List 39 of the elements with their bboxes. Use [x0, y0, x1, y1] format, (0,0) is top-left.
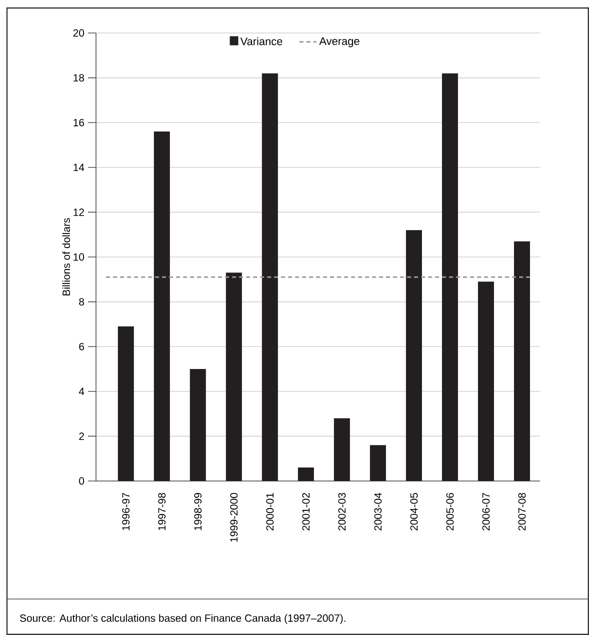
legend-label: Variance: [240, 37, 282, 46]
y-tick-label: 6: [79, 342, 84, 350]
y-tick-label: 10: [73, 253, 84, 261]
x-tick-label: 1997-98: [158, 492, 166, 530]
bar: [154, 132, 170, 481]
y-axis-title: Billions of dollars: [62, 218, 70, 296]
bar: [514, 241, 530, 481]
bar: [442, 73, 458, 481]
x-tick-label: 2004-05: [410, 492, 418, 530]
x-tick-label: 1999-2000: [230, 492, 238, 542]
bar: [478, 282, 494, 481]
x-tick-label: 1998-99: [194, 493, 202, 530]
x-tick-label: 2003-04: [374, 492, 382, 530]
x-tick-label: 2007-08: [518, 492, 526, 530]
bar: [226, 272, 242, 481]
bar: [298, 468, 314, 481]
y-tick-label: 18: [73, 74, 84, 82]
y-tick-label: 4: [78, 388, 84, 395]
y-tick-label: 12: [73, 208, 84, 216]
y-tick-label: 14: [73, 164, 84, 171]
x-tick-label: 2002-03: [338, 492, 346, 530]
y-tick-label: 2: [79, 432, 84, 440]
y-tick-label: 16: [73, 118, 84, 126]
x-tick-label: 2001-02: [302, 493, 310, 530]
y-tick-label: 8: [78, 298, 84, 306]
bar: [262, 73, 278, 481]
legend-label: Average: [319, 37, 360, 48]
x-tick-label: 1996-97: [122, 493, 130, 530]
bar: [334, 418, 350, 481]
bar: [370, 445, 386, 481]
source-note: Source: Author’s calculations based on Finance Canada (1997–2007).: [20, 614, 346, 624]
y-tick-label: 20: [73, 29, 84, 37]
bar: [406, 230, 422, 481]
bar: [190, 368, 206, 481]
x-tick-label: 2006-07: [482, 493, 490, 530]
bar: [118, 326, 134, 481]
x-tick-label: 2000-01: [266, 493, 274, 530]
y-tick-label: 0: [78, 477, 84, 485]
x-tick-label: 2005-06: [446, 492, 454, 530]
